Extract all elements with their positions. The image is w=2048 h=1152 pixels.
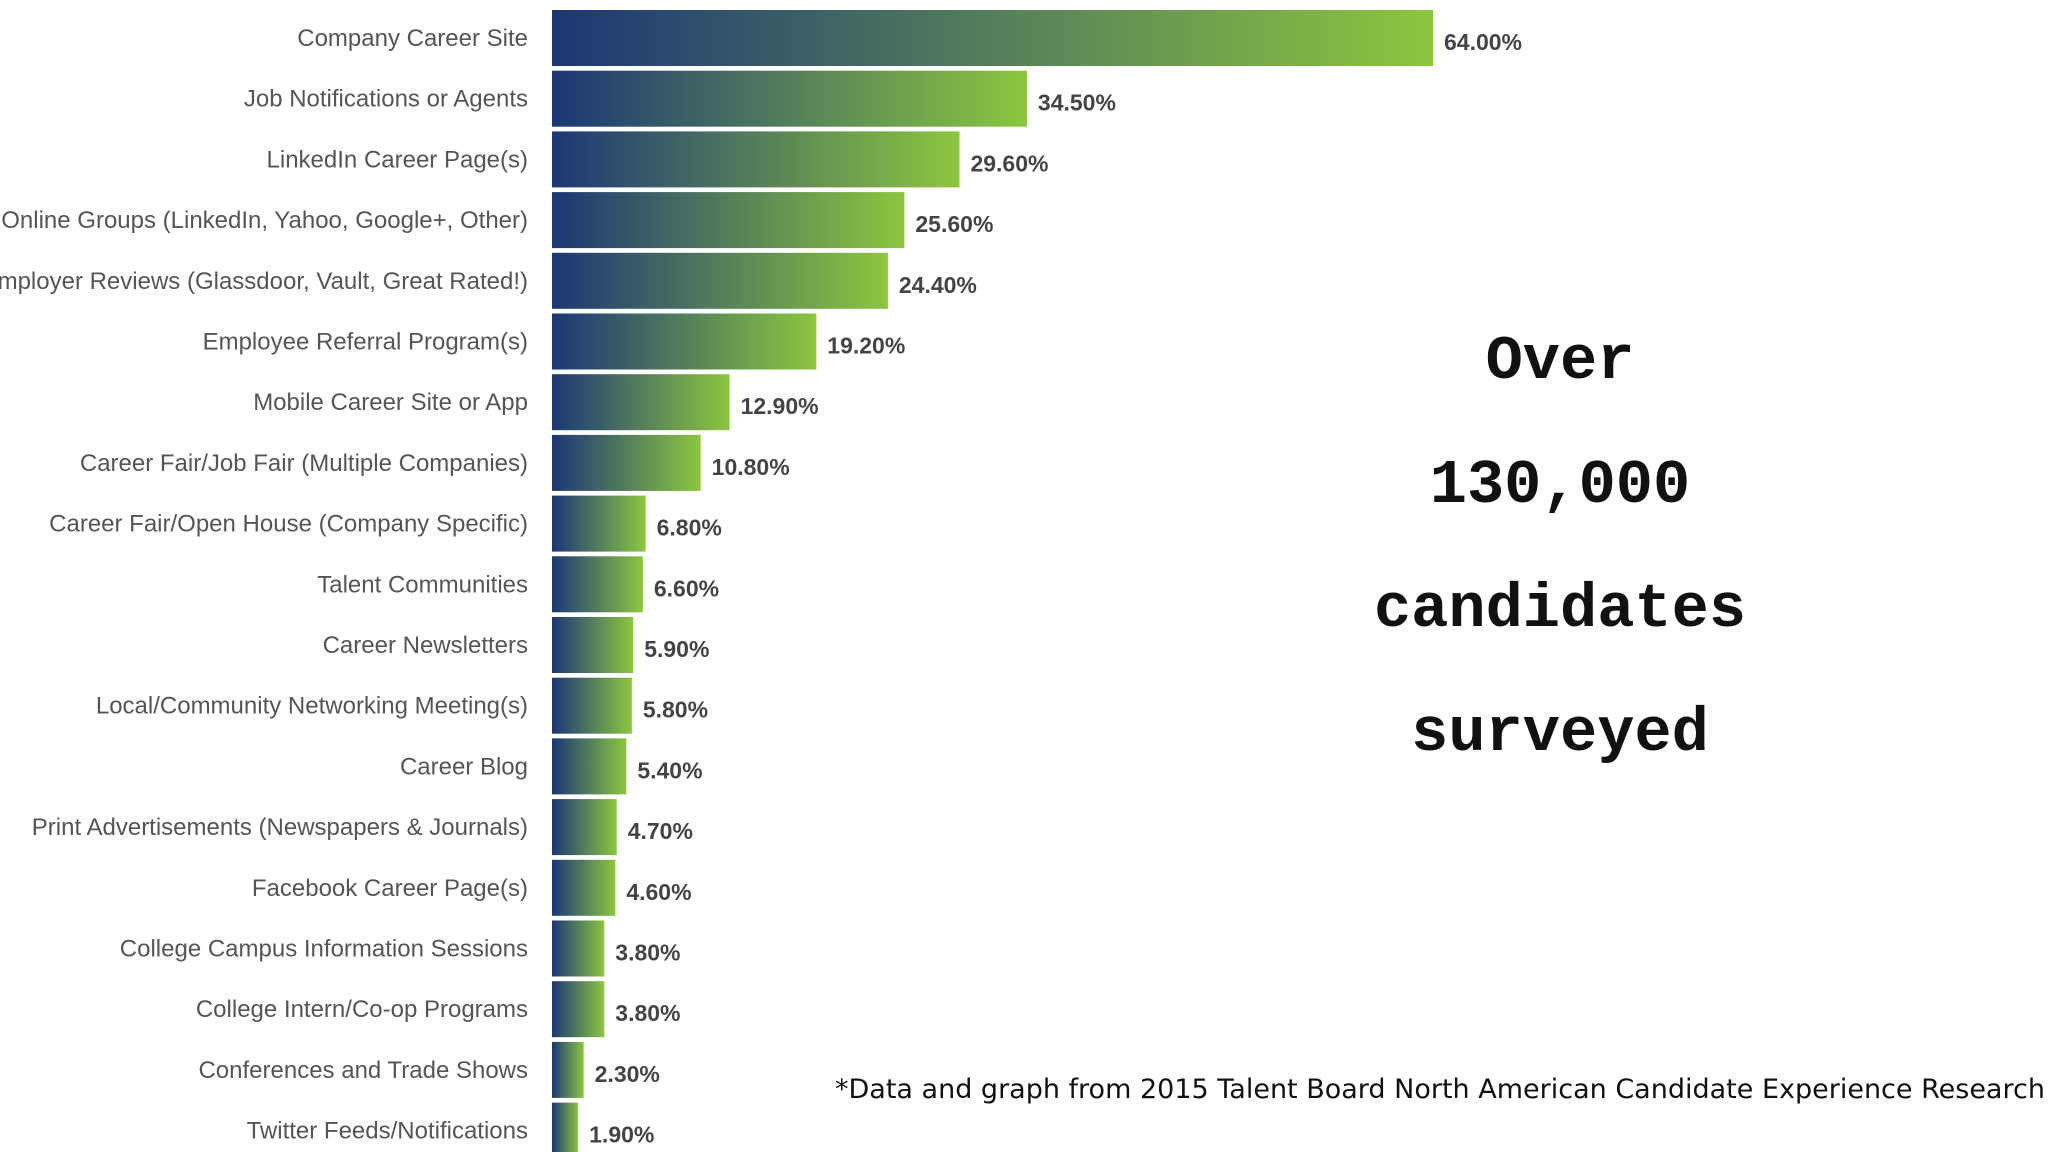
- category-label-10: Talent Communities: [317, 571, 528, 598]
- value-label-18: 2.30%: [595, 1061, 660, 1087]
- bar-2: [552, 70, 1027, 127]
- bar-8: [552, 434, 701, 491]
- category-label-18: Conferences and Trade Shows: [198, 1057, 528, 1084]
- value-label-17: 3.80%: [615, 1000, 680, 1026]
- bar-17: [552, 981, 605, 1038]
- bar-12: [552, 677, 632, 734]
- value-label-16: 3.80%: [615, 940, 680, 966]
- category-label-3: LinkedIn Career Page(s): [267, 146, 528, 173]
- category-label-13: Career Blog: [400, 753, 528, 780]
- category-label-14: Print Advertisements (Newspapers & Journ…: [32, 814, 528, 841]
- bar-3: [552, 131, 960, 188]
- bar-6: [552, 313, 817, 370]
- value-labels-group: 64.00% 34.50% 29.60% 25.60% 24.40% 19.20% 12.9…: [589, 29, 1522, 1148]
- bar-11: [552, 617, 634, 673]
- bar-4: [552, 192, 905, 249]
- value-label-15: 4.60%: [626, 879, 691, 905]
- survey-annotation: Over 130,000 candidates surveyed: [1310, 300, 1810, 796]
- annotation-line-3: candidates: [1373, 574, 1747, 645]
- category-label-11: Career Newsletters: [323, 632, 528, 659]
- category-label-12: Local/Community Networking Meeting(s): [96, 693, 528, 720]
- value-label-19: 1.90%: [589, 1122, 654, 1148]
- annotation-line-4: surveyed: [1411, 698, 1709, 769]
- annotation-line-1: Over: [1485, 326, 1635, 397]
- bars-group: [552, 10, 1433, 1152]
- value-label-14: 4.70%: [628, 818, 693, 844]
- category-label-4: Online Groups (LinkedIn, Yahoo, Google+,…: [1, 207, 528, 234]
- category-label-17: College Intern/Co-op Programs: [196, 996, 528, 1023]
- category-label-7: Mobile Career Site or App: [253, 389, 528, 416]
- value-label-10: 6.60%: [654, 575, 719, 601]
- value-label-11: 5.90%: [644, 636, 709, 662]
- value-label-8: 10.80%: [712, 454, 790, 480]
- annotation-line-2: 130,000: [1429, 450, 1691, 521]
- bar-13: [552, 738, 627, 795]
- category-labels-group: Company Career Site Job Notifications or …: [0, 25, 528, 1145]
- category-label-19: Twitter Feeds/Notifications: [247, 1118, 528, 1145]
- bar-18: [552, 1041, 584, 1098]
- category-label-5: Employer Reviews (Glassdoor, Vault, Grea…: [0, 268, 528, 295]
- bar-15: [552, 859, 616, 916]
- value-label-2: 34.50%: [1038, 90, 1116, 116]
- value-label-3: 29.60%: [970, 150, 1048, 176]
- bar-7: [552, 374, 730, 431]
- category-label-1: Company Career Site: [297, 25, 528, 52]
- value-label-1: 64.00%: [1444, 29, 1522, 55]
- value-label-7: 12.90%: [741, 393, 819, 419]
- bar-10: [552, 556, 643, 613]
- bar-16: [552, 920, 605, 977]
- bar-1: [552, 10, 1433, 66]
- value-label-5: 24.40%: [899, 272, 977, 298]
- bar-14: [552, 799, 617, 856]
- bar-19: [552, 1102, 579, 1152]
- category-label-15: Facebook Career Page(s): [252, 875, 528, 902]
- bar-9: [552, 495, 646, 552]
- value-label-9: 6.80%: [657, 515, 722, 541]
- category-label-9: Career Fair/Open House (Company Specific…: [49, 511, 528, 538]
- category-label-6: Employee Referral Program(s): [203, 329, 528, 356]
- source-footnote: *Data and graph from 2015 Talent Board N…: [835, 1074, 2048, 1105]
- category-label-8: Career Fair/Job Fair (Multiple Companies…: [80, 450, 528, 477]
- category-label-16: College Campus Information Sessions: [120, 936, 528, 963]
- value-label-12: 5.80%: [643, 697, 708, 723]
- category-label-2: Job Notifications or Agents: [244, 86, 528, 113]
- bar-5: [552, 252, 888, 309]
- value-label-4: 25.60%: [915, 211, 993, 237]
- value-label-6: 19.20%: [827, 333, 905, 359]
- value-label-13: 5.40%: [637, 757, 702, 783]
